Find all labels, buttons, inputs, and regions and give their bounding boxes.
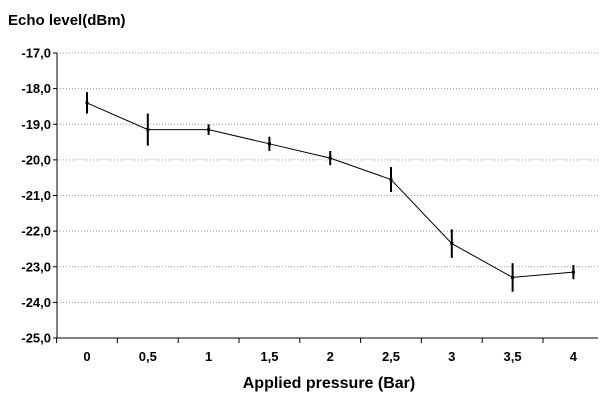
axes [53, 52, 598, 343]
data-point-8 [571, 270, 575, 274]
data-series [85, 92, 575, 292]
data-point-2 [207, 128, 211, 132]
data-point-7 [511, 275, 515, 279]
x-tick-label-5: 2,5 [382, 349, 400, 364]
data-point-3 [267, 142, 271, 146]
x-axis-label: Applied pressure (Bar) [243, 375, 415, 392]
data-point-5 [389, 177, 393, 181]
data-point-1 [146, 128, 150, 132]
x-tick-label-4: 2 [327, 349, 334, 364]
x-tick-label-6: 3 [448, 349, 455, 364]
x-tick-label-3: 1,5 [260, 349, 278, 364]
data-point-4 [328, 156, 332, 160]
y-tick-label-5: -22,0 [21, 224, 51, 239]
x-tick-label-0: 0 [83, 349, 90, 364]
y-tick-label-2: -19,0 [21, 117, 51, 132]
series-line-0 [86, 102, 574, 278]
y-tick-label-8: -25,0 [21, 331, 51, 346]
x-tick-label-1: 0,5 [139, 349, 157, 364]
grid-lines [57, 52, 598, 303]
y-axis-label: Echo level(dBm) [8, 12, 126, 29]
y-tick-label-7: -24,0 [21, 295, 51, 310]
y-tick-label-6: -23,0 [21, 259, 51, 274]
data-point-6 [450, 242, 454, 246]
y-tick-labels: -17,0 -18,0 -19,0 -20,0 -21,0 -22,0 -23,0 -24,0… [21, 46, 51, 346]
y-tick-label-0: -17,0 [21, 46, 51, 61]
y-tick-label-3: -20,0 [21, 152, 51, 167]
x-tick-label-7: 3,5 [504, 349, 522, 364]
x-tick-label-2: 1 [205, 349, 212, 364]
y-tick-label-1: -18,0 [21, 81, 51, 96]
y-tick-label-4: -21,0 [21, 188, 51, 203]
x-tick-label-8: 4 [570, 349, 578, 364]
data-point-0 [85, 101, 89, 105]
x-tick-labels: 0 0,5 1 1,5 2 2,5 3 3,5 4 [83, 349, 577, 364]
